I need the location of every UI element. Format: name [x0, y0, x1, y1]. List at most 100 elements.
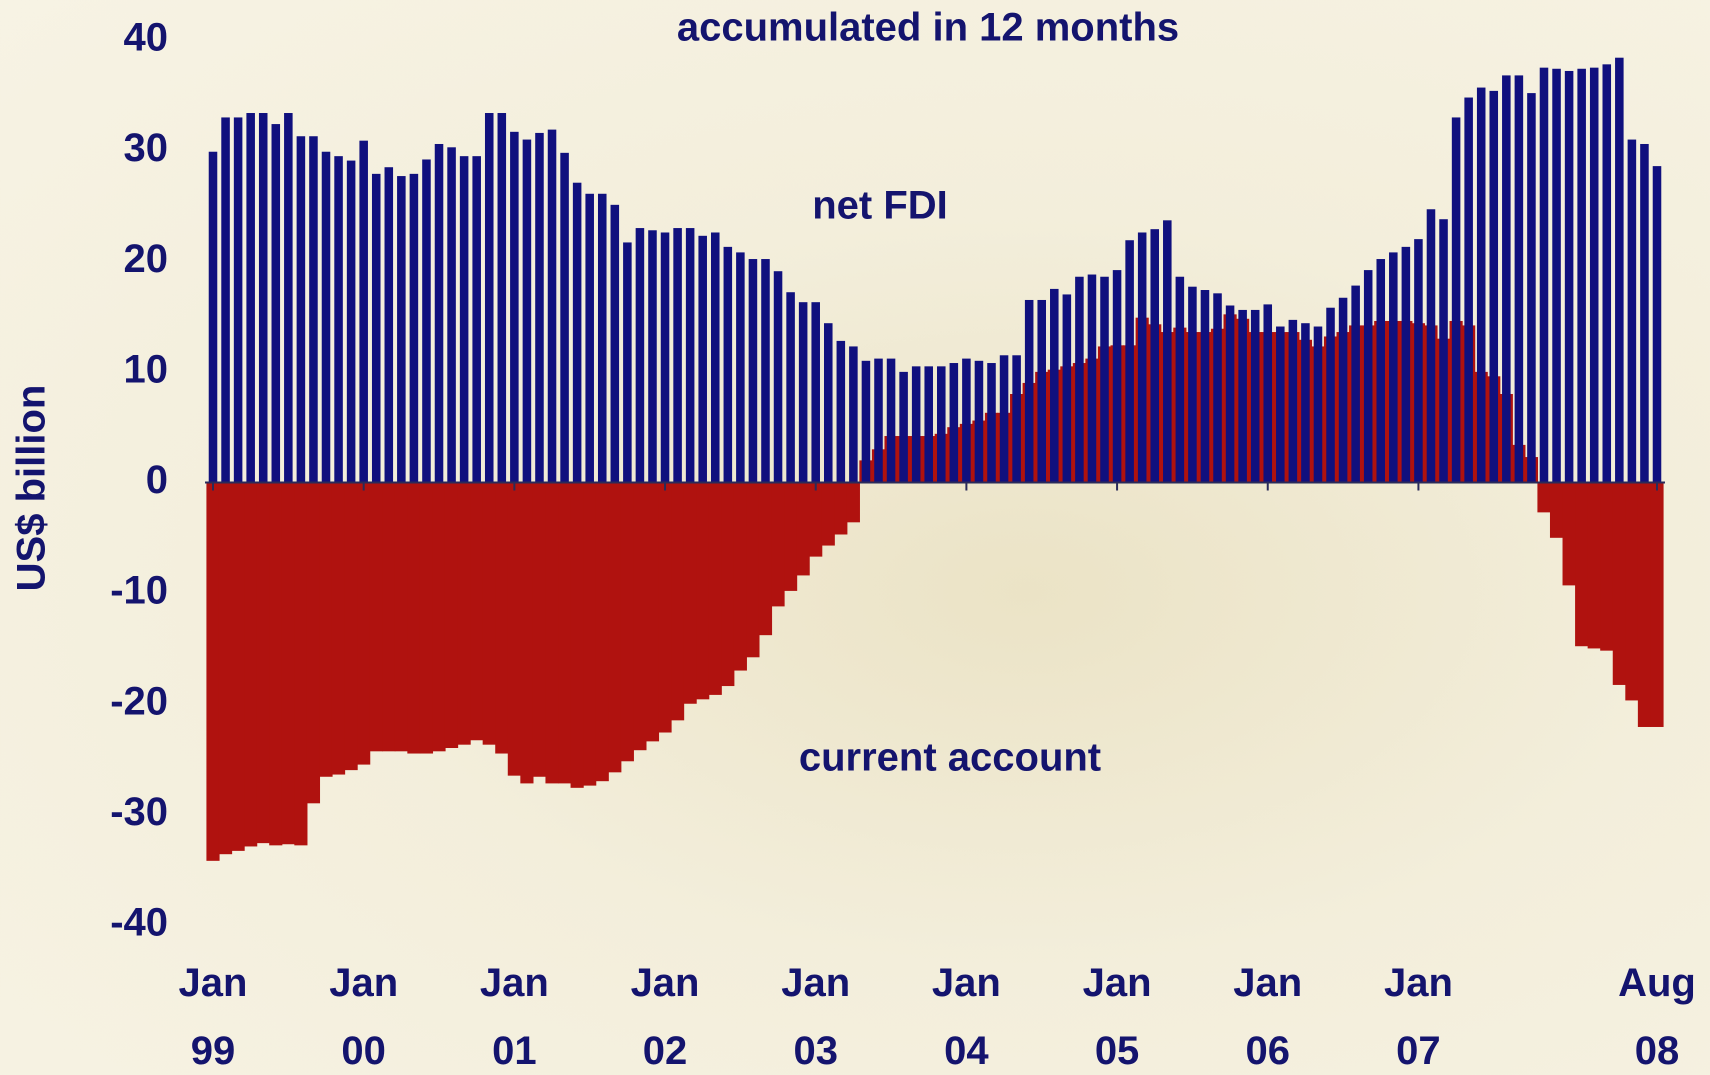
bar — [297, 136, 306, 482]
bar — [357, 483, 370, 765]
bar — [558, 483, 571, 784]
y-tick-label: -30 — [110, 790, 168, 834]
bar — [257, 483, 270, 844]
bar — [420, 483, 433, 754]
bar — [912, 366, 921, 482]
bar — [709, 483, 722, 695]
bar — [1552, 69, 1561, 483]
bar — [1075, 277, 1084, 483]
bar — [1628, 140, 1637, 483]
bar — [1351, 286, 1360, 483]
bar — [1577, 69, 1586, 483]
bar — [1565, 71, 1574, 483]
bar — [498, 113, 507, 482]
bar — [407, 483, 420, 754]
bar — [608, 483, 621, 773]
bar — [1625, 483, 1638, 701]
bar — [1640, 144, 1649, 483]
bar — [987, 363, 996, 482]
bar — [307, 483, 320, 804]
bar — [1402, 247, 1411, 483]
bar — [598, 194, 607, 483]
bar — [1025, 300, 1034, 483]
bar — [1251, 310, 1260, 483]
bar — [761, 259, 770, 482]
bar — [1226, 306, 1235, 483]
bar — [696, 483, 709, 700]
y-tick-label: 20 — [124, 237, 169, 281]
bar — [1603, 64, 1612, 482]
bar — [661, 232, 670, 482]
bar — [1452, 117, 1461, 482]
bar — [460, 156, 469, 482]
bar — [1000, 355, 1009, 482]
bar — [1563, 483, 1576, 586]
annotation: net FDI — [812, 184, 948, 228]
bar — [1314, 327, 1323, 483]
bar — [797, 483, 810, 576]
bar — [749, 259, 758, 482]
bar — [359, 141, 368, 483]
bar — [535, 133, 544, 483]
bar — [1301, 323, 1310, 482]
bar — [1653, 166, 1662, 482]
bar — [259, 113, 268, 482]
bar — [1600, 483, 1613, 651]
bar — [548, 130, 557, 483]
bar — [269, 483, 282, 846]
bar — [1650, 483, 1663, 727]
bar — [611, 205, 620, 483]
bar — [1376, 259, 1385, 482]
bar — [746, 483, 759, 658]
bar — [799, 302, 808, 482]
bar — [924, 366, 933, 482]
bar — [824, 323, 833, 482]
bar — [1125, 240, 1134, 482]
bar — [847, 483, 860, 523]
bar — [370, 483, 383, 752]
bar — [533, 483, 546, 777]
bar — [759, 483, 772, 636]
bar — [332, 483, 345, 775]
bar — [684, 483, 697, 704]
bar — [962, 359, 971, 483]
bar — [1414, 239, 1423, 482]
bar — [508, 483, 521, 776]
bar — [432, 483, 445, 752]
bar — [711, 232, 720, 482]
bar — [1502, 75, 1511, 482]
bar — [234, 117, 243, 482]
y-axis-label: US$ billion — [10, 385, 54, 592]
bar — [495, 483, 508, 754]
bar — [1427, 209, 1436, 482]
bar — [334, 156, 343, 482]
bar — [483, 483, 496, 745]
bar — [447, 147, 456, 482]
bar — [648, 230, 657, 482]
bar — [319, 483, 332, 777]
bar — [887, 359, 896, 483]
bar — [686, 228, 695, 482]
bar — [445, 483, 458, 749]
bar — [232, 483, 245, 851]
bar — [1326, 308, 1335, 483]
bar — [623, 242, 632, 482]
bar — [784, 483, 797, 591]
bar — [510, 132, 519, 483]
bar — [636, 228, 645, 482]
bar — [1213, 293, 1222, 482]
bar — [1464, 98, 1473, 483]
bar — [1489, 91, 1498, 483]
bar — [724, 247, 733, 483]
bar — [721, 483, 734, 687]
bar — [1176, 277, 1185, 483]
bar — [671, 483, 684, 721]
bar — [372, 174, 381, 483]
bar — [862, 361, 871, 483]
bar — [899, 372, 908, 483]
bar — [520, 483, 533, 784]
